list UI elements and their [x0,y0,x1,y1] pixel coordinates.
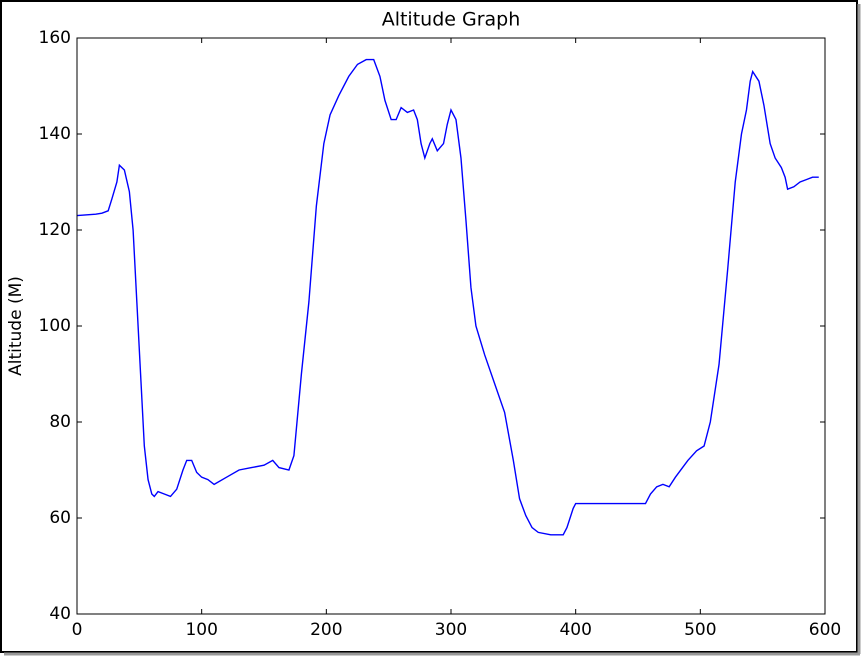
chart-title: Altitude Graph [382,9,521,31]
y-tick-label: 120 [39,220,71,240]
plot-area [76,37,826,615]
x-tick-label: 0 [72,620,83,640]
x-tick-label: 600 [809,620,841,640]
y-tick-label: 40 [49,604,71,624]
altitude-line [76,58,819,536]
y-tick-label: 100 [39,316,71,336]
y-tick-label: 80 [49,412,71,432]
x-tick-label: 500 [684,620,716,640]
y-axis-label: Altitude (M) [6,276,26,376]
x-tick-label: 100 [185,620,217,640]
y-tick-label: 140 [39,124,71,144]
y-tick-label: 160 [39,28,71,48]
x-tick-label: 400 [559,620,591,640]
x-tick-label: 200 [310,620,342,640]
x-tick-label: 300 [435,620,467,640]
y-tick-label: 60 [49,508,71,528]
